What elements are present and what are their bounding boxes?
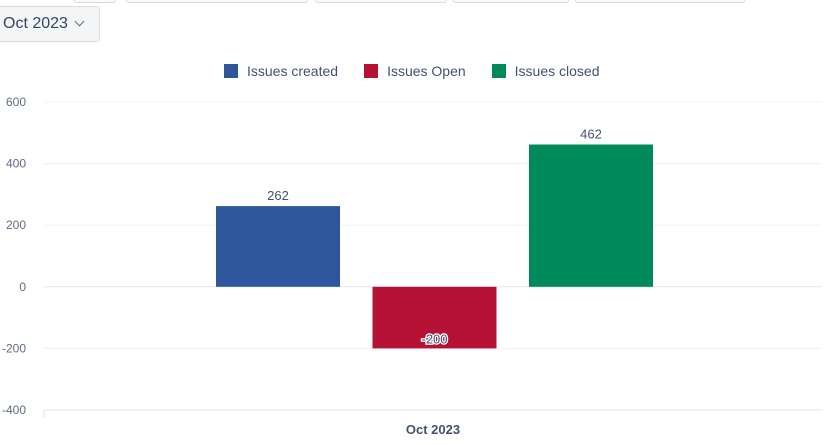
legend-label: Issues closed: [514, 63, 600, 79]
legend-item-issues-created[interactable]: Issues created: [224, 63, 338, 79]
legend-swatch: [364, 64, 379, 78]
y-tick-label: 400: [6, 157, 26, 171]
legend-swatch: [491, 64, 506, 78]
chart-legend: Issues created Issues Open Issues closed: [224, 62, 626, 80]
y-tick-label: 200: [6, 218, 26, 232]
bar[interactable]: [372, 286, 497, 349]
legend-item-issues-closed[interactable]: Issues closed: [491, 63, 600, 79]
top-tab[interactable]: [74, 0, 116, 3]
date-filter-dropdown[interactable]: Oct 2023: [0, 6, 100, 42]
top-tab[interactable]: [453, 0, 569, 3]
data-label: 262: [267, 188, 289, 203]
y-tick-label: -200: [2, 341, 26, 355]
legend-label: Issues created: [247, 63, 339, 79]
x-category-label: Oct 2023: [406, 422, 460, 437]
top-tab[interactable]: [126, 0, 308, 3]
date-filter-label: Oct 2023: [3, 15, 68, 32]
y-tick-label: 600: [6, 95, 26, 109]
bar[interactable]: [216, 206, 340, 287]
legend-swatch: [224, 64, 238, 78]
data-label: -200: [421, 331, 447, 346]
top-tab[interactable]: [575, 0, 745, 3]
y-tick-label: 0: [19, 280, 26, 294]
data-label: 462: [580, 127, 602, 142]
y-tick-label: -400: [2, 403, 26, 417]
top-tab[interactable]: [315, 0, 447, 3]
top-tab-strip: [0, 0, 838, 4]
legend-item-issues-open[interactable]: Issues Open: [364, 63, 466, 79]
legend-label: Issues Open: [387, 63, 466, 79]
bar[interactable]: [529, 144, 653, 287]
